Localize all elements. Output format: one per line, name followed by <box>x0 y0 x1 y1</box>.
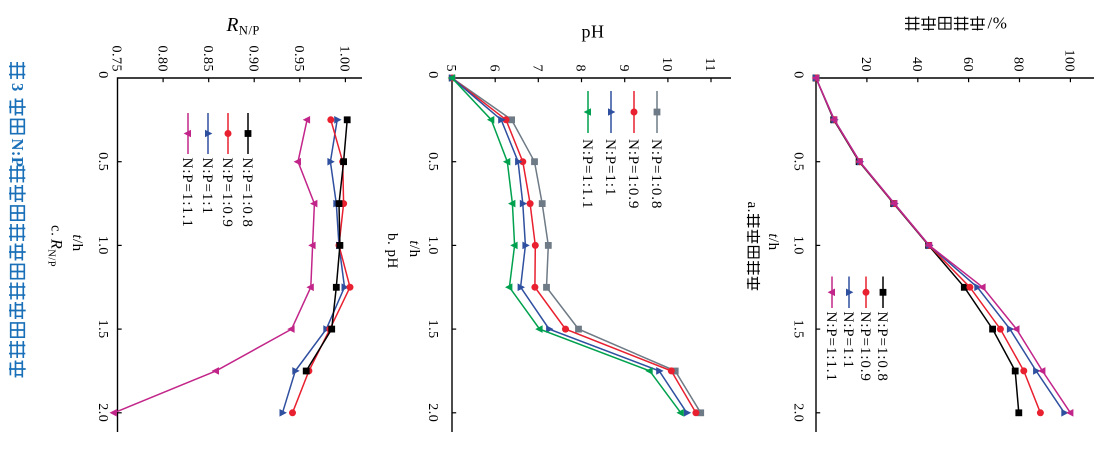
svg-text:9: 9 <box>616 65 631 73</box>
svg-text:60: 60 <box>960 57 975 72</box>
svg-text:1.0: 1.0 <box>791 236 806 255</box>
svg-text:N:P=1:0.8: N:P=1:0.8 <box>648 139 664 209</box>
svg-text:20: 20 <box>858 57 873 72</box>
svg-text:0: 0 <box>95 71 110 79</box>
svg-text:11: 11 <box>702 58 717 72</box>
svg-text:N:P=1:0.9: N:P=1:0.9 <box>625 139 641 209</box>
svg-text:6: 6 <box>486 65 501 73</box>
svg-text:0: 0 <box>425 71 440 79</box>
svg-text:0.75: 0.75 <box>109 46 124 73</box>
svg-text:2.0: 2.0 <box>425 403 440 422</box>
svg-text:1.0: 1.0 <box>425 236 440 255</box>
svg-text:1.0: 1.0 <box>95 236 110 255</box>
svg-text:0.80: 0.80 <box>154 46 169 73</box>
svg-text:N:P=1:0.8: N:P=1:0.8 <box>874 312 890 382</box>
svg-text:N:P=1:1: N:P=1:1 <box>840 312 856 369</box>
svg-text:0: 0 <box>791 71 806 79</box>
svg-text:5: 5 <box>443 65 458 73</box>
svg-text:N:P=1:0.9: N:P=1:0.9 <box>219 158 235 228</box>
svg-text:a.: a. <box>744 202 760 213</box>
svg-text:8: 8 <box>573 65 588 73</box>
svg-text:N:P=1:1.1: N:P=1:1.1 <box>579 139 595 209</box>
svg-text:RN/P: RN/P <box>46 238 65 267</box>
svg-text:100: 100 <box>1062 50 1077 73</box>
svg-text:0.95: 0.95 <box>291 46 306 73</box>
svg-text:RN/P: RN/P <box>226 15 260 38</box>
svg-text:c.: c. <box>48 225 64 236</box>
svg-text:1.5: 1.5 <box>425 320 440 339</box>
svg-text:N:P=1:0.9: N:P=1:0.9 <box>857 312 873 382</box>
svg-text:t/h: t/h <box>765 233 781 250</box>
svg-text:2.0: 2.0 <box>791 403 806 422</box>
svg-text:N:P=1:1: N:P=1:1 <box>602 139 618 196</box>
svg-text:/%: /% <box>988 14 1008 33</box>
svg-text:N:P=1:1.1: N:P=1:1.1 <box>823 312 839 382</box>
svg-text:N:P=1:0.8: N:P=1:0.8 <box>239 158 255 228</box>
svg-text:7: 7 <box>530 65 545 73</box>
svg-text:0.5: 0.5 <box>791 152 806 171</box>
svg-text:0.5: 0.5 <box>425 152 440 171</box>
svg-text:t/h: t/h <box>69 234 85 251</box>
svg-text:1.5: 1.5 <box>791 320 806 339</box>
svg-text:0.85: 0.85 <box>200 46 215 73</box>
svg-text:pH: pH <box>582 22 605 42</box>
svg-text:N:P=1:1.1: N:P=1:1.1 <box>179 158 195 228</box>
svg-text:3: 3 <box>8 83 27 92</box>
svg-text:1.5: 1.5 <box>95 320 110 339</box>
svg-text:0.5: 0.5 <box>95 152 110 171</box>
svg-text:10: 10 <box>659 57 674 72</box>
svg-text:t/h: t/h <box>406 240 422 257</box>
svg-text:1.00: 1.00 <box>337 46 352 73</box>
svg-text:0.90: 0.90 <box>245 46 260 73</box>
svg-text:b. pH: b. pH <box>384 233 400 269</box>
svg-text:2.0: 2.0 <box>95 403 110 422</box>
svg-text:N:P=1:1: N:P=1:1 <box>199 158 215 215</box>
svg-text:N:P: N:P <box>8 139 27 168</box>
svg-text:80: 80 <box>1011 57 1026 72</box>
svg-text:40: 40 <box>909 57 924 72</box>
